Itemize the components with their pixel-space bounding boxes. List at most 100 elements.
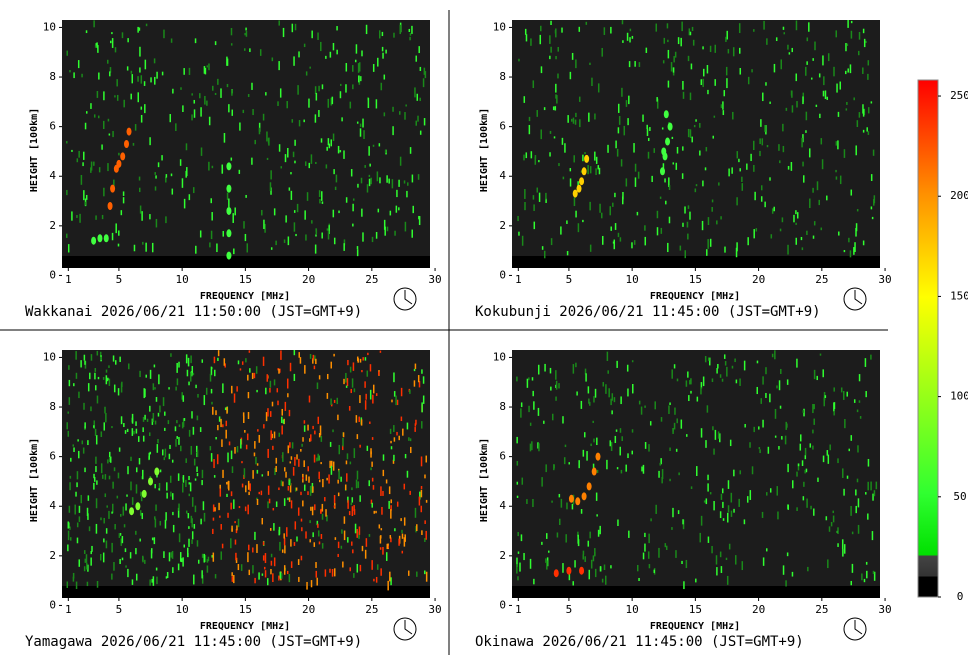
noise-speck <box>396 189 398 198</box>
noise-speck <box>741 183 744 191</box>
noise-speck <box>269 411 272 417</box>
noise-speck <box>119 532 122 536</box>
noise-speck <box>695 184 698 187</box>
noise-speck <box>185 143 188 151</box>
noise-speck <box>102 474 104 479</box>
noise-speck <box>345 460 348 465</box>
noise-speck <box>97 115 100 119</box>
noise-speck <box>218 416 221 422</box>
noise-speck <box>330 460 333 467</box>
noise-speck <box>689 31 692 36</box>
noise-speck <box>181 392 183 400</box>
noise-speck <box>76 215 78 218</box>
echo-point <box>579 177 585 186</box>
noise-speck <box>555 94 557 99</box>
echo-point <box>135 502 141 511</box>
noise-speck <box>381 31 384 37</box>
noise-speck <box>238 505 241 509</box>
noise-speck <box>194 505 197 513</box>
noise-speck <box>720 216 722 220</box>
noise-speck <box>562 176 565 180</box>
noise-speck <box>540 66 543 74</box>
noise-speck <box>528 377 530 381</box>
noise-speck <box>119 513 122 517</box>
noise-speck <box>149 137 151 146</box>
noise-speck <box>720 493 723 500</box>
noise-speck <box>214 369 216 377</box>
noise-speck <box>617 127 620 134</box>
noise-speck <box>739 47 741 54</box>
noise-speck <box>667 39 669 43</box>
noise-speck <box>73 72 75 79</box>
noise-speck <box>149 405 151 412</box>
noise-speck <box>613 239 616 250</box>
noise-speck <box>423 67 426 75</box>
noise-speck <box>366 445 369 451</box>
noise-speck <box>532 195 535 200</box>
noise-speck <box>736 151 739 159</box>
noise-speck <box>722 110 725 116</box>
noise-speck <box>591 77 593 86</box>
noise-speck <box>248 544 250 551</box>
noise-speck <box>305 71 308 76</box>
noise-speck <box>674 407 676 415</box>
noise-speck <box>117 388 120 396</box>
noise-speck <box>111 38 114 48</box>
noise-speck <box>176 436 178 439</box>
noise-speck <box>596 514 598 517</box>
noise-speck <box>744 423 746 428</box>
noise-speck <box>68 505 71 513</box>
noise-speck <box>119 558 121 564</box>
noise-speck <box>523 154 525 161</box>
noise-speck <box>158 374 160 385</box>
noise-speck <box>84 122 87 130</box>
noise-speck <box>206 100 208 106</box>
noise-speck <box>231 466 234 473</box>
noise-speck <box>183 418 186 421</box>
noise-speck <box>203 553 206 563</box>
noise-speck <box>753 164 755 172</box>
noise-speck <box>169 475 172 483</box>
noise-speck <box>124 430 127 434</box>
noise-speck <box>185 354 188 364</box>
echo-point <box>665 137 671 146</box>
echo-point <box>129 507 135 516</box>
noise-speck <box>153 364 156 368</box>
noise-speck <box>671 369 673 379</box>
noise-speck <box>315 161 317 165</box>
noise-speck <box>259 49 262 56</box>
noise-speck <box>665 545 668 550</box>
noise-speck <box>334 537 337 540</box>
noise-speck <box>234 539 237 545</box>
noise-speck <box>264 570 267 578</box>
noise-speck <box>142 427 144 433</box>
noise-speck <box>343 378 345 385</box>
noise-speck <box>348 405 351 411</box>
noise-speck <box>390 440 392 444</box>
noise-speck <box>609 206 611 216</box>
noise-speck <box>90 103 92 109</box>
noise-speck <box>84 422 86 429</box>
noise-speck <box>307 466 309 472</box>
noise-speck <box>537 407 540 416</box>
noise-speck <box>541 246 544 250</box>
noise-speck <box>421 369 423 374</box>
noise-speck <box>332 42 335 51</box>
noise-speck <box>517 576 519 581</box>
noise-speck <box>371 477 374 482</box>
noise-speck <box>125 565 127 568</box>
noise-speck <box>287 393 289 398</box>
noise-speck <box>171 550 174 559</box>
noise-speck <box>83 402 85 410</box>
noise-speck <box>154 172 156 175</box>
noise-speck <box>142 416 145 422</box>
noise-speck <box>212 517 215 521</box>
noise-speck <box>271 433 273 439</box>
noise-speck <box>281 425 283 435</box>
noise-speck <box>234 207 236 216</box>
noise-speck <box>149 451 152 455</box>
noise-speck <box>414 423 417 427</box>
noise-speck <box>786 379 789 385</box>
noise-speck <box>179 552 182 562</box>
noise-speck <box>265 92 267 96</box>
